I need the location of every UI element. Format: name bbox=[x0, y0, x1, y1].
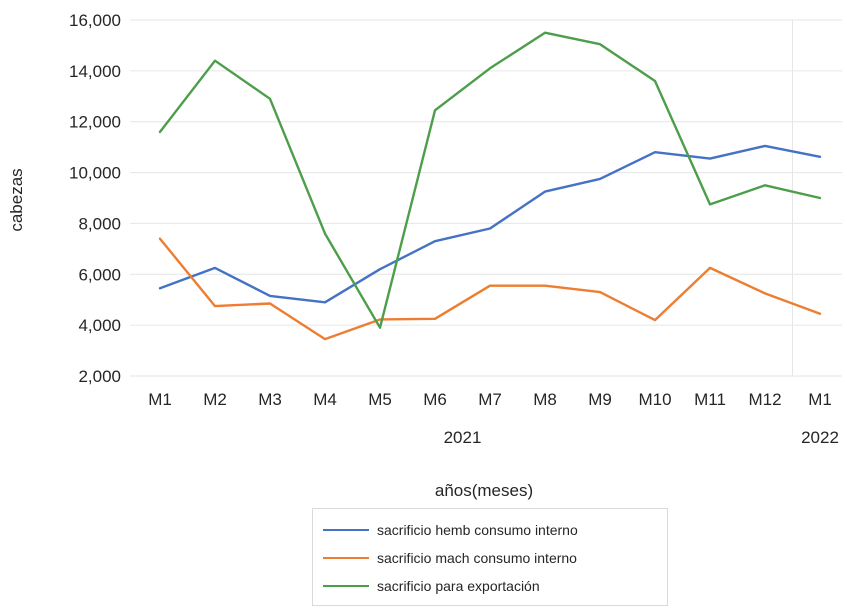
x-tick-label: M7 bbox=[478, 390, 502, 409]
legend-label-export: sacrificio para exportación bbox=[377, 578, 540, 594]
year-label: 2021 bbox=[444, 428, 482, 447]
x-axis-title: años(meses) bbox=[435, 481, 533, 500]
x-tick-label: M6 bbox=[423, 390, 447, 409]
x-tick-label: M12 bbox=[748, 390, 781, 409]
x-tick-label: M9 bbox=[588, 390, 612, 409]
line-chart: 2,000 4,000 6,000 8,000 10,000 12,000 14,000 16… bbox=[7, 11, 842, 500]
x-tick-label: M4 bbox=[313, 390, 337, 409]
x-tick-label: M1 bbox=[808, 390, 832, 409]
y-axis-ticks: 2,000 4,000 6,000 8,000 10,000 12,000 14,000 16… bbox=[69, 11, 121, 386]
x-tick-label: M5 bbox=[368, 390, 392, 409]
legend-item-export: sacrificio para exportación bbox=[323, 575, 540, 597]
legend-item-mach: sacrificio mach consumo interno bbox=[323, 547, 577, 569]
legend-label-hemb: sacrificio hemb consumo interno bbox=[377, 522, 578, 538]
year-labels: 2021 2022 bbox=[444, 428, 839, 447]
series-line-hemb bbox=[158, 144, 822, 304]
series-line-export bbox=[158, 31, 822, 329]
legend: sacrificio hemb consumo interno sacrific… bbox=[312, 508, 668, 606]
x-tick-label: M11 bbox=[694, 390, 726, 409]
x-axis-ticks: M1 M2 M3 M4 M5 M6 M7 M8 M9 M10 M11 M12 M1 bbox=[148, 390, 832, 409]
y-tick-label: 14,000 bbox=[69, 62, 121, 81]
y-axis-title: cabezas bbox=[7, 168, 26, 231]
x-tick-label: M8 bbox=[533, 390, 557, 409]
legend-swatch-mach bbox=[323, 557, 369, 559]
y-tick-label: 12,000 bbox=[69, 113, 121, 132]
legend-swatch-hemb bbox=[323, 529, 369, 531]
x-tick-label: M10 bbox=[638, 390, 671, 409]
legend-label-mach: sacrificio mach consumo interno bbox=[377, 550, 577, 566]
gridlines bbox=[130, 19, 842, 377]
y-tick-label: 10,000 bbox=[69, 164, 121, 183]
x-tick-label: M2 bbox=[203, 390, 227, 409]
y-tick-label: 8,000 bbox=[78, 214, 121, 233]
series-lines bbox=[158, 31, 822, 341]
legend-item-hemb: sacrificio hemb consumo interno bbox=[323, 519, 578, 541]
y-tick-label: 6,000 bbox=[78, 265, 121, 284]
y-tick-label: 2,000 bbox=[78, 367, 121, 386]
x-tick-label: M1 bbox=[148, 390, 172, 409]
x-tick-label: M3 bbox=[258, 390, 282, 409]
y-tick-label: 16,000 bbox=[69, 11, 121, 30]
legend-swatch-export bbox=[323, 585, 369, 587]
y-tick-label: 4,000 bbox=[78, 316, 121, 335]
year-label: 2022 bbox=[801, 428, 839, 447]
series-line-mach bbox=[158, 237, 822, 341]
